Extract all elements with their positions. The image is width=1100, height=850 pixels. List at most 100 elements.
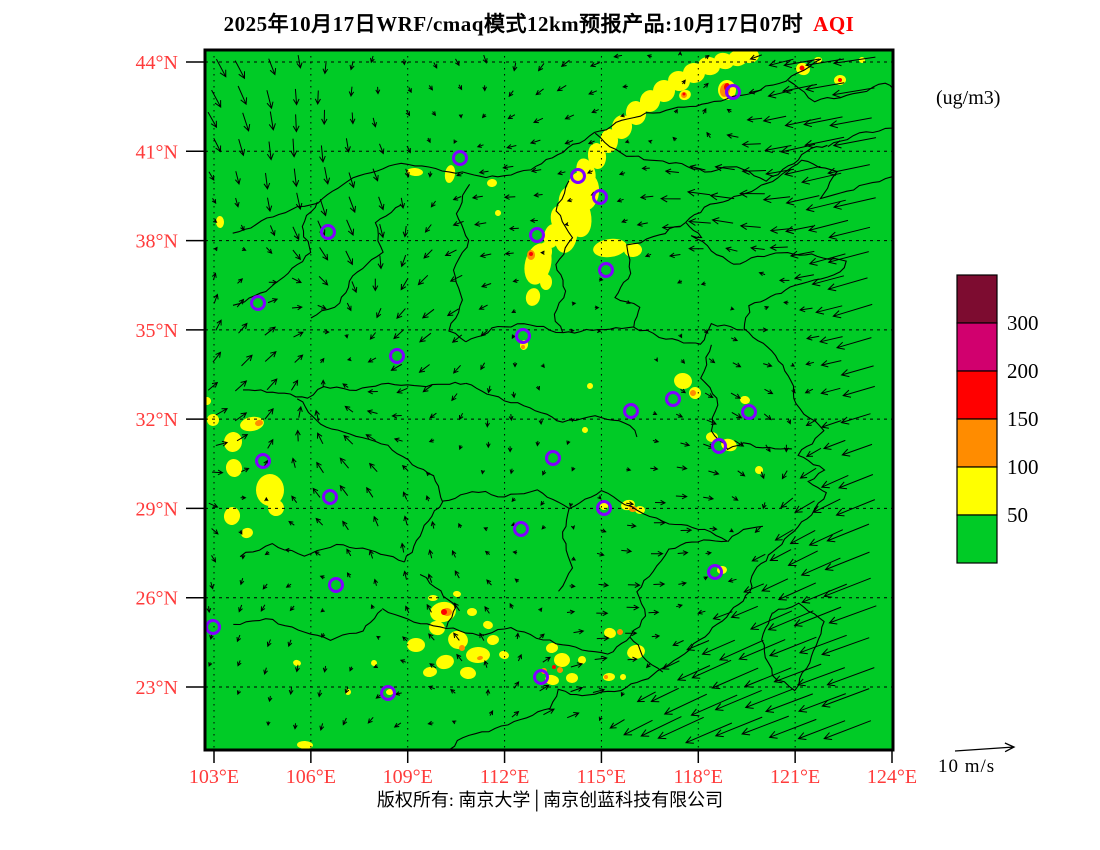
wind-arrow [213,293,219,304]
wind-arrow [502,164,514,170]
wind-arrow [570,328,575,333]
wind-arrow [291,495,298,503]
wind-arrow [322,665,328,673]
legend-tick-label: 50 [1007,503,1028,527]
wind-arrow [675,493,688,500]
wind-arrow [586,169,594,174]
wind-arrow [234,412,248,422]
wind-arrow [573,629,585,635]
wind-arrow [484,550,491,556]
wind-arrow [704,54,710,60]
wind-arrow [241,467,250,473]
wind-arrow [351,281,358,294]
wind-arrow [764,145,792,154]
province-boundary [594,132,828,182]
wind-arrow [805,82,845,93]
city-marker [596,500,612,516]
wind-arrow [761,578,789,592]
aqi-patch-yellow [207,414,219,426]
wind-arrow [780,143,816,155]
wind-arrow [786,418,791,425]
wind-arrow [769,244,788,251]
wind-arrow [533,117,544,124]
wind-arrow [543,708,555,716]
wind-arrow [405,109,411,117]
wind-arrow [596,610,609,617]
wind-arrow [269,225,276,237]
wind-arrow [342,383,349,388]
province-boundary [243,381,466,399]
wind-arrow [653,519,666,526]
wind-arrow [236,634,242,643]
wind-arrow [400,278,409,291]
wind-arrow [285,583,292,588]
wind-arrow [598,716,603,722]
wind-arrow [533,192,543,198]
aqi-patch-yellow [525,288,541,306]
wind-arrow [267,695,273,703]
wind-arrow [650,466,659,472]
wind-arrow [297,405,303,418]
city-marker [322,489,338,505]
wind-arrow [680,527,693,534]
wind-arrow [705,550,712,556]
wind-arrow [349,666,354,672]
wind-arrow [764,306,770,311]
wind-arrow [207,381,219,391]
wind-arrow [571,556,577,561]
aqi-patch-yellow [407,167,423,177]
city-marker [592,189,608,205]
aqi-patch-yellow [578,656,586,664]
wind-arrow [266,141,274,161]
wind-arrow [396,308,406,320]
wind-arrow [292,88,300,106]
wind-arrow [808,529,844,546]
wind-arrow [479,252,492,259]
aqi-patch-yellow [223,432,243,452]
wind-arrow [647,139,653,144]
wind-arrow [471,194,483,200]
wind-arrow [741,140,761,148]
wind-arrow [317,432,324,445]
wind-arrow [346,572,352,578]
wind-arrow [689,164,706,171]
wind-arrow [765,444,771,453]
wind-arrow [820,474,849,489]
wind-arrow [712,611,733,621]
wind-arrow [367,357,377,363]
wind-arrow [425,495,431,502]
city-marker [623,403,639,419]
wind-arrow [597,495,602,500]
wind-arrow [822,439,846,450]
wind-arrow [820,360,842,368]
wind-arrow [640,716,682,737]
wind-arrow [241,247,247,251]
wind-arrow [379,143,385,155]
wind-arrow [321,633,326,639]
wind-arrow [680,441,691,447]
aqi-patch-red [799,65,805,71]
wind-arrow [832,137,877,149]
wind-arrow [428,438,435,443]
wind-arrow [759,327,769,333]
wind-arrow [480,282,492,288]
wind-arrow [540,501,545,506]
lat-tick-label: 38°N [136,231,178,253]
wind-arrow [785,225,814,235]
wind-arrow [425,471,431,477]
wind-arrow [750,245,765,252]
map-background [205,50,893,750]
wind-arrow [417,274,429,286]
wind-arrow [393,722,402,728]
wind-arrow [535,440,541,447]
wind-arrow [393,329,404,340]
wind-arrow [751,553,766,562]
wind-arrow [726,133,739,139]
province-boundary [465,382,638,438]
wind-arrow [621,218,628,223]
province-boundary [296,398,444,563]
wind-arrow [765,168,794,177]
wind-arrow [588,90,597,95]
wind-arrow [815,305,843,315]
wind-arrow [511,309,516,314]
